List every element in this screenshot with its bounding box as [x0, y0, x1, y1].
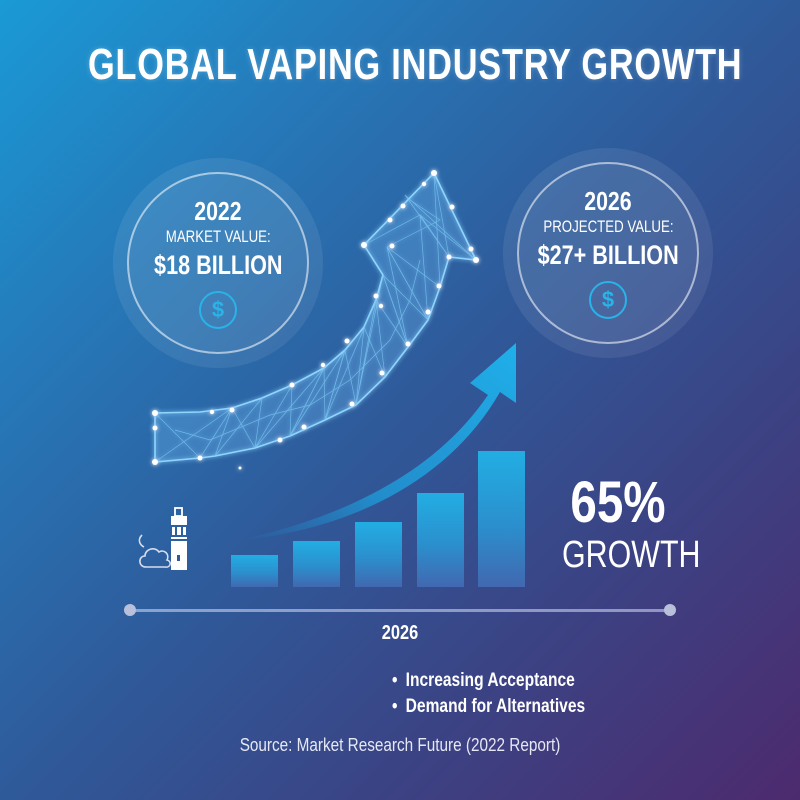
- source-citation: Source: Market Research Future (2022 Rep…: [239, 735, 561, 755]
- card-value: $27+ BILLION: [537, 240, 679, 270]
- page-title: GLOBAL VAPING INDUSTRY GROWTH: [88, 40, 743, 89]
- list-item: Increasing Acceptance: [392, 668, 585, 694]
- timeline-line: [128, 609, 671, 612]
- chart-bar: [417, 493, 464, 587]
- timeline-end-dot: [664, 604, 676, 616]
- projected-value-2026-card: 2026 PROJECTED VALUE: $27+ BILLION $: [503, 148, 713, 358]
- chart-bar: [231, 555, 278, 587]
- list-item: Demand for Alternatives: [392, 694, 586, 720]
- card-value: $18 BILLION: [153, 250, 283, 280]
- timeline-year: 2026: [381, 622, 419, 644]
- vape-device-icon: [171, 507, 187, 570]
- dollar-icon: $: [199, 291, 237, 329]
- market-value-2022-ring: 2022 MARKET VALUE: $18 BILLION $: [127, 172, 309, 354]
- growth-drivers-list: Increasing Acceptance Demand for Alterna…: [392, 668, 628, 720]
- growth-percent: 65%: [570, 470, 666, 535]
- card-label: PROJECTED VALUE:: [542, 217, 674, 236]
- timeline-start-dot: [124, 604, 136, 616]
- chart-bar: [478, 451, 525, 587]
- dollar-icon: $: [589, 281, 627, 319]
- projected-value-2026-ring: 2026 PROJECTED VALUE: $27+ BILLION $: [517, 162, 699, 344]
- card-year: 2026: [584, 186, 632, 216]
- card-label: MARKET VALUE:: [165, 227, 271, 246]
- card-year: 2022: [194, 196, 242, 226]
- trend-arrow-icon: [240, 343, 516, 540]
- chart-bar: [293, 541, 340, 587]
- market-value-2022-card: 2022 MARKET VALUE: $18 BILLION $: [113, 158, 323, 368]
- cloud-icon: [138, 534, 171, 568]
- growth-label: GROWTH: [562, 534, 701, 576]
- chart-bar: [355, 522, 402, 587]
- network-arrow-icon: [152, 170, 479, 470]
